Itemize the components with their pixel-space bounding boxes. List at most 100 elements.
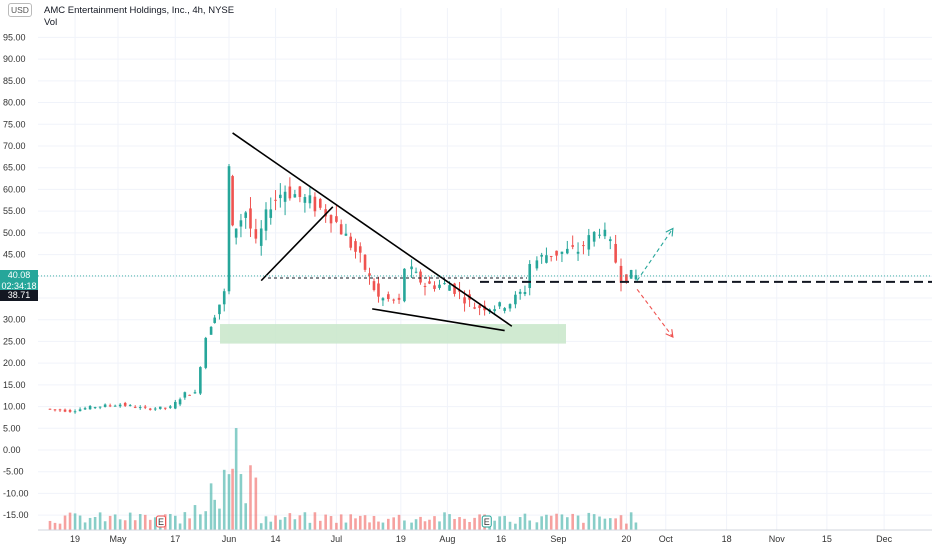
y-tick-label: 70.00 [3,141,26,151]
volume-bar [528,520,532,530]
candle-body [503,308,506,311]
volume-bar [73,513,77,530]
x-tick-label: Dec [876,534,893,544]
x-tick-label: Jul [331,534,343,544]
candle-body [288,186,292,199]
candle-body [48,408,52,410]
candle-body [549,255,553,257]
earnings-marker-label: E [484,517,490,527]
volume-bar [318,520,322,530]
volume-bar [244,503,248,530]
volume-bar [603,518,607,530]
candle-body [518,291,522,294]
volume-bar [368,522,371,530]
volume-bar [571,513,574,530]
y-tick-label: 30.00 [3,315,26,325]
candle-body [183,392,187,398]
candle-body [423,285,427,287]
volume-bar [503,515,506,530]
volume-bar [103,521,107,530]
x-tick-label: 19 [396,534,406,544]
triangle-top-line [232,132,513,327]
volume-bar [363,515,367,530]
candle-body [113,405,117,407]
candle-body [614,243,617,263]
volume-bar [518,517,522,530]
volume-bar [264,516,268,530]
candle-body [540,254,543,257]
candle-body [545,255,548,263]
triangle-side-line [260,206,334,282]
candle-body [227,166,231,292]
candle-body [163,407,167,409]
candle-body [339,224,343,235]
y-tick-label: 60.00 [3,184,26,194]
volume-bar [438,521,441,530]
volume-bar [358,515,362,530]
x-tick-label: Nov [769,534,786,544]
y-tick-label: 95.00 [3,32,26,42]
volume-bar [555,513,558,530]
y-tick-label: 45.00 [3,250,26,260]
x-tick-label: Jun [222,534,237,544]
candle-body [199,367,202,394]
candle-body [158,406,162,409]
volume-bar [392,517,395,530]
candle-body [63,409,67,412]
y-tick-label: -10.00 [3,488,29,498]
candle-body [249,208,252,229]
candle-body [78,409,82,412]
volume-bar [397,514,401,530]
volume-bar [254,477,258,530]
volume-bar [498,516,501,530]
volume-bar [183,512,187,530]
candle-body [58,409,62,411]
candle-body [493,309,496,312]
volume-bar [372,515,376,530]
triangle-bottom-line [372,308,505,332]
candle-body [598,234,601,236]
volume-bar [308,522,312,530]
candle-body [68,410,72,412]
candle-body [603,229,607,237]
candle-body [209,326,213,335]
volume-bar [48,520,52,530]
candle-body [93,407,97,409]
projection-up-arrow-head [665,227,674,237]
earnings-marker [155,515,166,528]
candle-body [188,394,191,396]
earnings-marker-label: E [158,517,164,527]
candle-body [523,292,527,295]
volume-bar [433,516,436,530]
level-price-tag: 38.71 [0,289,38,301]
candle-body [381,298,385,301]
candle-body [368,273,371,276]
y-tick-label: 85.00 [3,76,26,86]
candle-body [498,302,501,307]
y-tick-label: 20.00 [3,358,26,368]
y-tick-label: 25.00 [3,336,26,346]
volume-bar [468,521,471,530]
candle-body [308,195,312,204]
volume-bar [143,514,147,530]
candle-body [143,406,147,408]
projection-down-arrow-head [665,329,674,339]
volume-bar [209,483,213,530]
volume-bar [463,518,466,530]
y-tick-label: 55.00 [3,206,26,216]
volume-bar [113,514,117,530]
candle-body [98,406,102,408]
candle-body [403,268,406,302]
candle-body [344,233,348,236]
volume-bar [204,511,208,530]
volume-bar [344,522,348,530]
candle-body [153,408,157,410]
volume-bar [274,515,277,530]
volume-bar [448,514,451,530]
candle-body [168,406,172,408]
volume-bar [523,513,527,530]
candle-body [222,291,226,305]
candle-body [619,265,623,283]
